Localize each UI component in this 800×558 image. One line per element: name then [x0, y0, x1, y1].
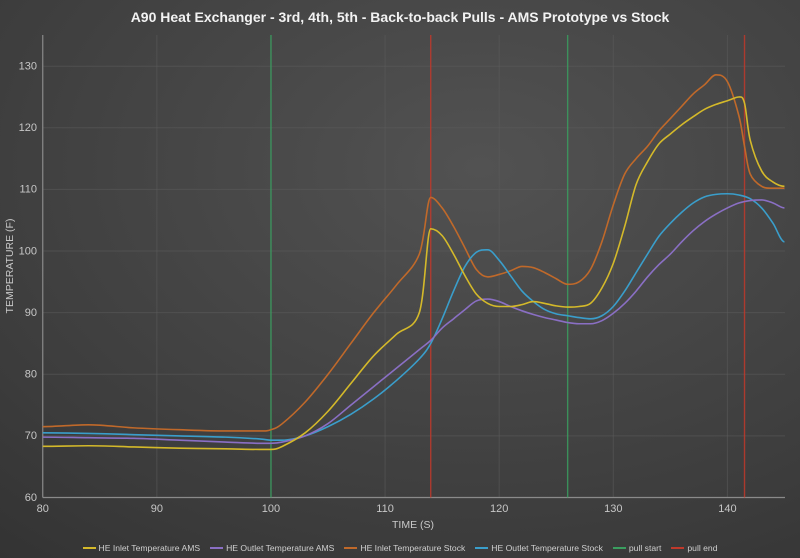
svg-text:120: 120	[490, 503, 508, 515]
svg-text:130: 130	[604, 503, 622, 515]
svg-text:80: 80	[25, 369, 37, 381]
svg-text:60: 60	[25, 492, 37, 504]
svg-text:90: 90	[25, 307, 37, 319]
svg-text:110: 110	[376, 503, 394, 515]
svg-text:110: 110	[19, 184, 37, 196]
svg-text:100: 100	[19, 245, 37, 257]
svg-text:100: 100	[262, 503, 280, 515]
svg-text:120: 120	[19, 122, 37, 134]
svg-text:140: 140	[718, 503, 736, 515]
svg-text:TIME (S): TIME (S)	[392, 519, 434, 531]
svg-text:TEMPERATURE (F): TEMPERATURE (F)	[4, 219, 16, 314]
svg-text:130: 130	[19, 61, 37, 73]
svg-text:90: 90	[151, 503, 163, 515]
svg-text:70: 70	[25, 430, 37, 442]
svg-text:80: 80	[37, 503, 49, 515]
